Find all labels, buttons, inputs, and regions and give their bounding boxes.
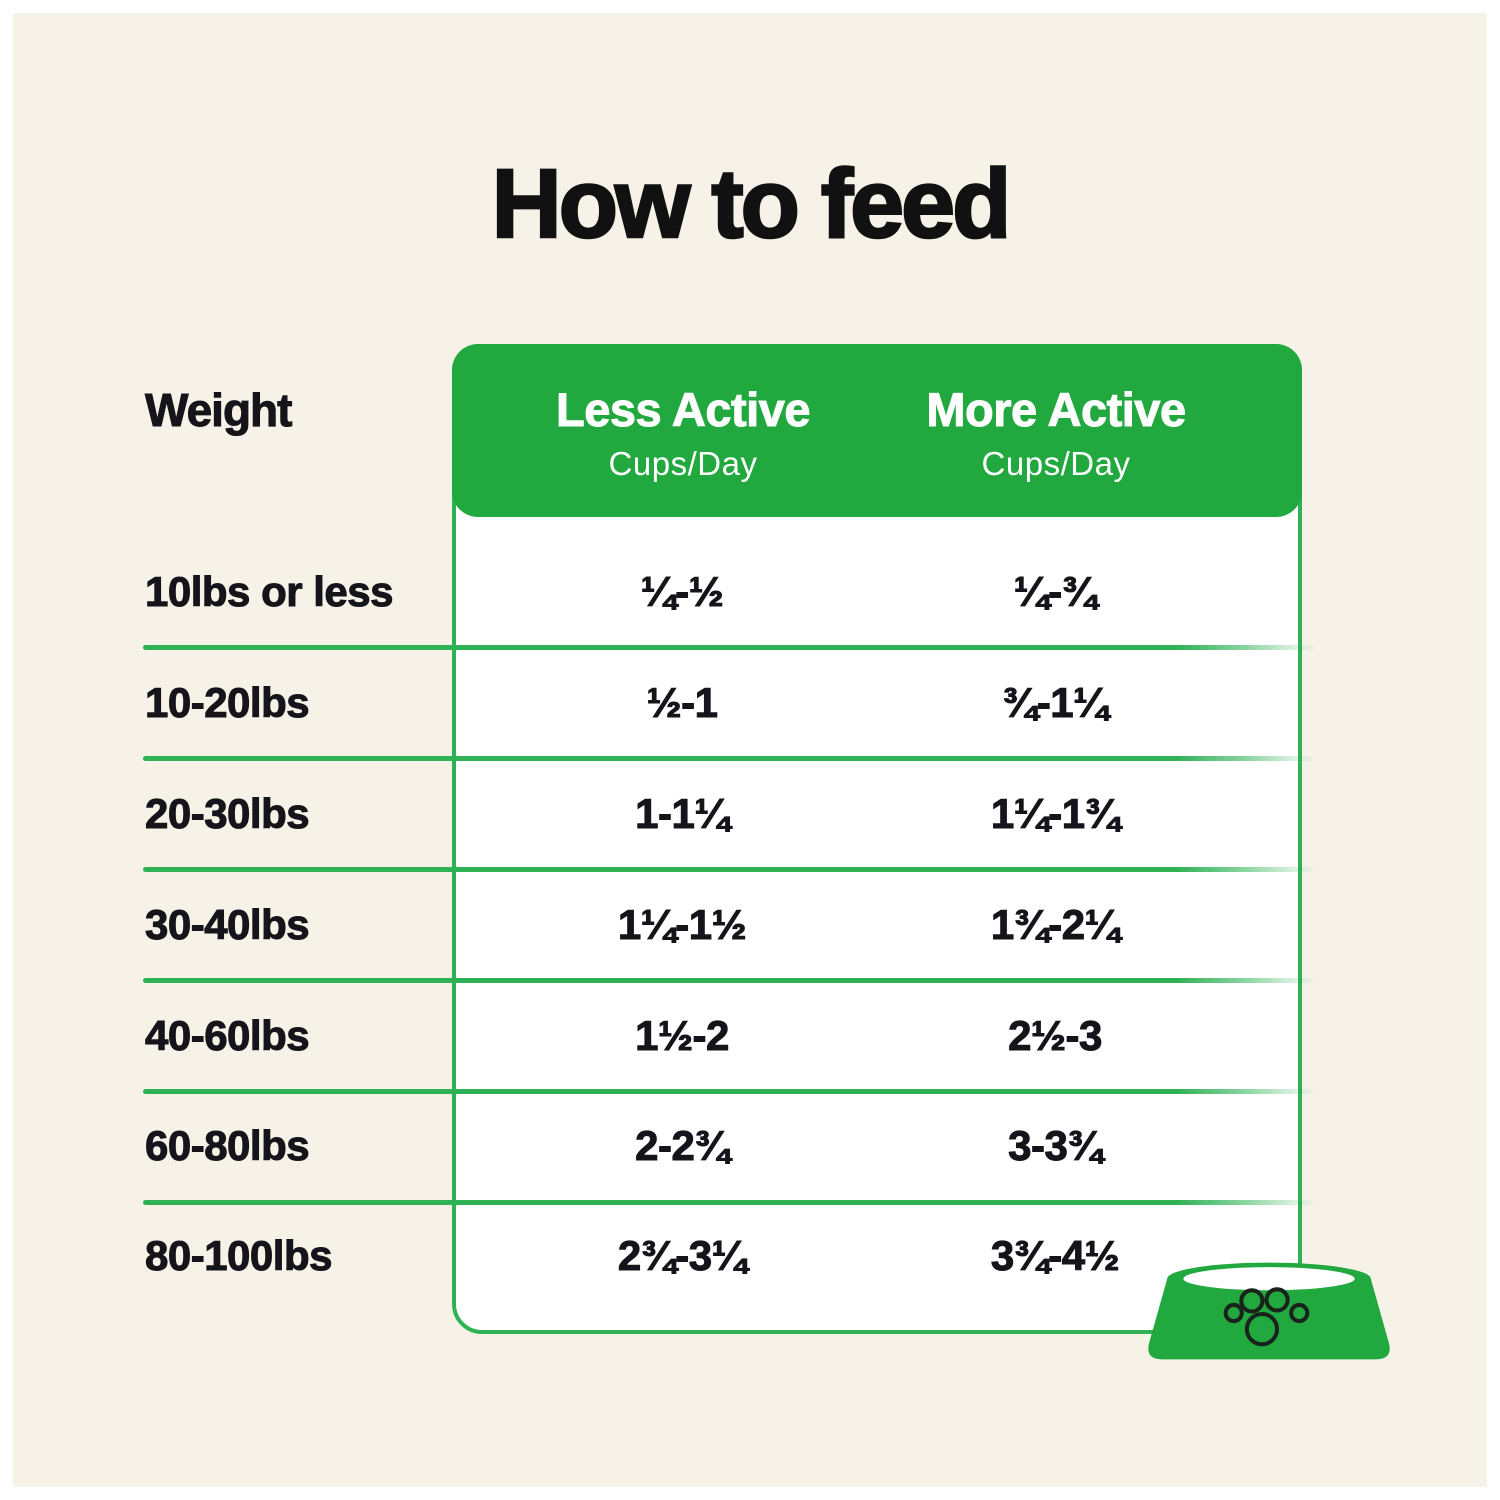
table-row: 30-40lbs 1¼-1½ 1¾-2¼ (0, 898, 1500, 952)
row-weight-label: 30-40lbs (144, 901, 310, 949)
row-weight-label: 80-100lbs (145, 1232, 333, 1280)
row-weight-label: 10-20lbs (144, 679, 310, 727)
row-weight-label: 20-30lbs (144, 790, 310, 838)
row-more-active-value: ¾-1¼ (1002, 679, 1109, 727)
row-less-active-value: 1¼-1½ (617, 901, 747, 949)
row-divider (143, 756, 1317, 761)
column-header-less-active: Less Active Cups/Day (555, 382, 811, 483)
page-title: How to feed (490, 148, 1012, 260)
row-divider (143, 1200, 1317, 1205)
weight-column-header: Weight (144, 384, 292, 437)
row-less-active-value: 1-1¼ (635, 790, 730, 838)
row-more-active-value: 1¼-1¾ (990, 790, 1120, 838)
row-more-active-value: 1¾-2¼ (990, 901, 1120, 949)
paw-print-icon (1223, 1287, 1310, 1347)
table-row: 10-20lbs ½-1 ¾-1¼ (0, 676, 1500, 730)
row-more-active-value: 3-3¾ (1008, 1122, 1103, 1170)
row-less-active-value: ½-1 (646, 679, 718, 727)
table-row: 80-100lbs 2¾-3¼ 3¾-4½ (0, 1229, 1500, 1283)
column-subheader: Cups/Day (608, 445, 758, 482)
row-less-active-value: 2¾-3¼ (617, 1232, 747, 1280)
row-divider (143, 645, 1317, 650)
row-more-active-value: ¼-¾ (1013, 568, 1097, 616)
row-weight-label: 60-80lbs (144, 1122, 310, 1170)
row-more-active-value: 3¾-4½ (990, 1232, 1120, 1280)
row-weight-label: 40-60lbs (144, 1012, 310, 1060)
row-divider (143, 978, 1317, 983)
table-row: 10lbs or less ¼-½ ¼-¾ (0, 565, 1500, 619)
row-divider (143, 867, 1317, 872)
row-less-active-value: 2-2¾ (635, 1122, 730, 1170)
table-row: 40-60lbs 1½-2 2½-3 (0, 1009, 1500, 1063)
column-header-label: Less Active (555, 383, 811, 437)
dog-bowl-icon (1148, 1262, 1390, 1360)
column-subheader: Cups/Day (981, 445, 1131, 482)
column-header-more-active: More Active Cups/Day (926, 382, 1187, 483)
row-divider (143, 1089, 1317, 1094)
row-more-active-value: 2½-3 (1008, 1012, 1103, 1060)
row-less-active-value: 1½-2 (635, 1012, 730, 1060)
table-row: 60-80lbs 2-2¾ 3-3¾ (0, 1119, 1500, 1173)
table-header: Less Active Cups/Day More Active Cups/Da… (452, 344, 1302, 517)
column-header-label: More Active (926, 383, 1187, 437)
row-weight-label: 10lbs or less (145, 568, 394, 616)
row-less-active-value: ¼-½ (640, 568, 724, 616)
table-row: 20-30lbs 1-1¼ 1¼-1¾ (0, 787, 1500, 841)
